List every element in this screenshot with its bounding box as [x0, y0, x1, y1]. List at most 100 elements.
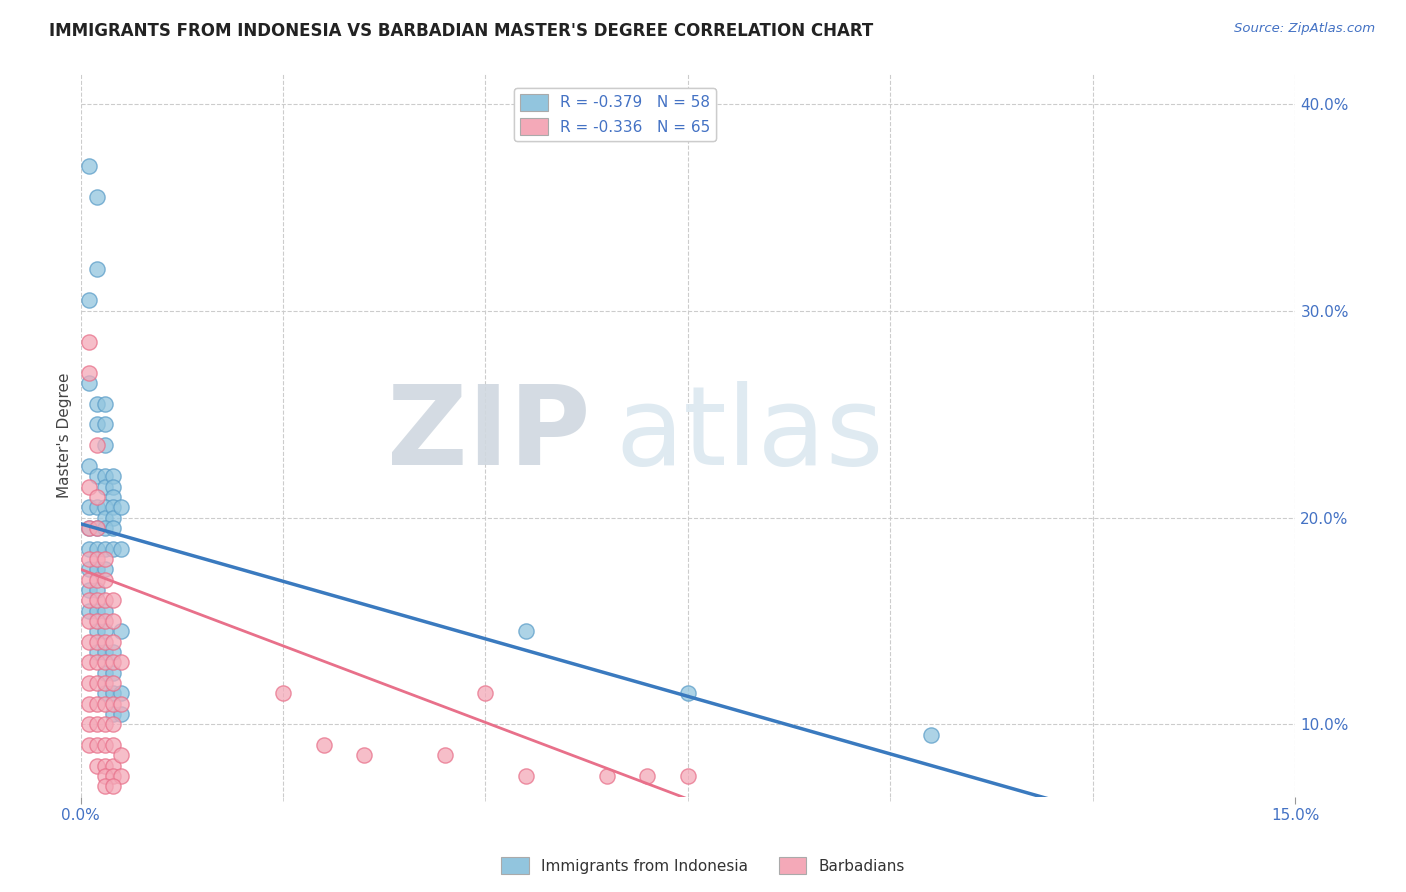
Point: [86, 262, 108, 277]
Point: [77, 593, 100, 607]
Point: [676, 769, 699, 783]
Point: [86, 500, 108, 515]
Point: [77, 717, 100, 731]
Point: [433, 748, 456, 763]
Point: [101, 676, 124, 690]
Point: [110, 769, 132, 783]
Point: [77, 573, 100, 587]
Point: [86, 655, 108, 669]
Point: [86, 758, 108, 772]
Point: [94, 655, 117, 669]
Point: [77, 293, 100, 308]
Point: [86, 582, 108, 597]
Point: [86, 697, 108, 711]
Point: [94, 510, 117, 524]
Point: [77, 655, 100, 669]
Point: [101, 479, 124, 493]
Point: [94, 604, 117, 618]
Point: [94, 469, 117, 483]
Point: [110, 655, 132, 669]
Point: [94, 479, 117, 493]
Point: [77, 334, 100, 349]
Point: [676, 686, 699, 700]
Point: [77, 604, 100, 618]
Point: [596, 769, 619, 783]
Point: [94, 417, 117, 432]
Legend: R = -0.379   N = 58, R = -0.336   N = 65: R = -0.379 N = 58, R = -0.336 N = 65: [515, 87, 716, 141]
Y-axis label: Master's Degree: Master's Degree: [58, 372, 72, 498]
Point: [101, 634, 124, 648]
Point: [101, 665, 124, 680]
Point: [94, 686, 117, 700]
Point: [94, 573, 117, 587]
Point: [86, 469, 108, 483]
Point: [86, 562, 108, 576]
Point: [101, 510, 124, 524]
Point: [110, 500, 132, 515]
Point: [110, 697, 132, 711]
Point: [110, 541, 132, 556]
Text: Source: ZipAtlas.com: Source: ZipAtlas.com: [1234, 22, 1375, 36]
Point: [77, 562, 100, 576]
Point: [94, 593, 117, 607]
Point: [94, 614, 117, 628]
Point: [86, 624, 108, 639]
Point: [101, 738, 124, 752]
Point: [86, 738, 108, 752]
Point: [86, 417, 108, 432]
Point: [77, 634, 100, 648]
Point: [94, 645, 117, 659]
Point: [94, 541, 117, 556]
Point: [86, 490, 108, 504]
Point: [77, 458, 100, 473]
Point: [77, 521, 100, 535]
Point: [101, 469, 124, 483]
Point: [94, 769, 117, 783]
Point: [86, 717, 108, 731]
Point: [101, 769, 124, 783]
Point: [94, 562, 117, 576]
Point: [94, 738, 117, 752]
Point: [94, 717, 117, 731]
Point: [94, 758, 117, 772]
Point: [101, 706, 124, 721]
Point: [101, 717, 124, 731]
Point: [920, 728, 942, 742]
Point: [110, 624, 132, 639]
Point: [94, 634, 117, 648]
Point: [101, 521, 124, 535]
Point: [86, 397, 108, 411]
Point: [77, 738, 100, 752]
Point: [77, 582, 100, 597]
Point: [86, 552, 108, 566]
Point: [94, 552, 117, 566]
Point: [110, 706, 132, 721]
Point: [94, 397, 117, 411]
Point: [101, 697, 124, 711]
Point: [110, 686, 132, 700]
Point: [77, 521, 100, 535]
Point: [94, 500, 117, 515]
Point: [77, 479, 100, 493]
Point: [101, 758, 124, 772]
Point: [77, 676, 100, 690]
Point: [86, 604, 108, 618]
Point: [77, 552, 100, 566]
Point: [77, 500, 100, 515]
Point: [101, 780, 124, 794]
Point: [1244, 852, 1267, 866]
Point: [101, 686, 124, 700]
Text: ZIP: ZIP: [388, 381, 591, 488]
Point: [86, 521, 108, 535]
Point: [77, 541, 100, 556]
Point: [101, 593, 124, 607]
Point: [101, 645, 124, 659]
Point: [86, 190, 108, 204]
Point: [312, 738, 335, 752]
Point: [101, 655, 124, 669]
Point: [101, 500, 124, 515]
Point: [271, 686, 294, 700]
Point: [94, 438, 117, 452]
Point: [94, 697, 117, 711]
Point: [353, 748, 375, 763]
